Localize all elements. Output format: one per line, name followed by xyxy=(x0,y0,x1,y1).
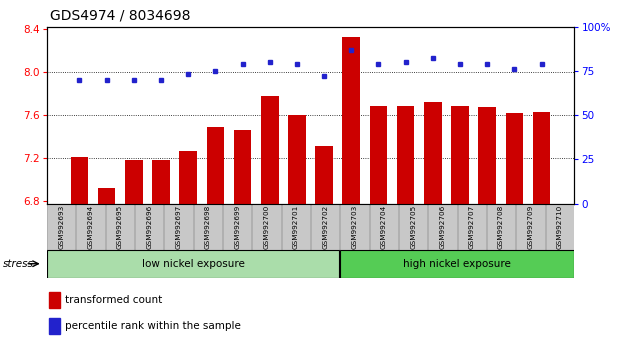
Text: GSM992695: GSM992695 xyxy=(117,205,123,249)
Bar xyxy=(487,204,515,250)
Bar xyxy=(233,130,252,204)
Bar xyxy=(478,108,496,204)
Bar xyxy=(311,204,339,250)
Bar xyxy=(47,204,75,250)
Text: stress: stress xyxy=(3,259,34,269)
Bar xyxy=(533,112,550,204)
Bar xyxy=(458,204,486,250)
Bar xyxy=(261,96,279,204)
Text: GSM992706: GSM992706 xyxy=(440,205,445,249)
Bar xyxy=(451,107,469,204)
Bar xyxy=(135,204,163,250)
Text: GSM992705: GSM992705 xyxy=(410,205,416,249)
Bar xyxy=(315,146,333,204)
Bar xyxy=(165,204,193,250)
Bar xyxy=(340,204,369,250)
Text: low nickel exposure: low nickel exposure xyxy=(142,259,245,269)
Bar xyxy=(505,113,524,204)
Text: GSM992696: GSM992696 xyxy=(146,205,152,249)
Text: GSM992694: GSM992694 xyxy=(88,205,94,249)
Bar xyxy=(50,318,60,334)
Bar xyxy=(194,204,222,250)
Bar xyxy=(47,250,339,278)
Bar xyxy=(399,204,427,250)
Bar xyxy=(282,204,310,250)
Text: transformed count: transformed count xyxy=(65,295,163,305)
Bar xyxy=(369,107,388,204)
Text: GSM992697: GSM992697 xyxy=(176,205,181,249)
Bar xyxy=(50,292,60,308)
Bar xyxy=(152,160,170,204)
Bar xyxy=(397,107,414,204)
Text: GSM992708: GSM992708 xyxy=(498,205,504,249)
Bar xyxy=(517,204,545,250)
Text: GSM992699: GSM992699 xyxy=(234,205,240,249)
Bar xyxy=(179,151,197,204)
Bar xyxy=(424,102,442,204)
Bar xyxy=(546,204,574,250)
Text: GSM992707: GSM992707 xyxy=(469,205,475,249)
Text: GDS4974 / 8034698: GDS4974 / 8034698 xyxy=(50,9,190,23)
Bar xyxy=(106,204,134,250)
Text: GSM992704: GSM992704 xyxy=(381,205,387,249)
Text: GSM992693: GSM992693 xyxy=(58,205,64,249)
Bar xyxy=(223,204,252,250)
Text: GSM992703: GSM992703 xyxy=(351,205,358,249)
Bar xyxy=(207,127,224,204)
Text: high nickel exposure: high nickel exposure xyxy=(403,259,511,269)
Text: GSM992698: GSM992698 xyxy=(205,205,211,249)
Bar xyxy=(340,250,574,278)
Bar xyxy=(252,204,281,250)
Bar xyxy=(428,204,456,250)
Bar xyxy=(125,160,143,204)
Bar xyxy=(97,188,116,204)
Text: percentile rank within the sample: percentile rank within the sample xyxy=(65,321,242,331)
Text: GSM992700: GSM992700 xyxy=(263,205,270,249)
Bar xyxy=(288,115,306,204)
Text: GSM992709: GSM992709 xyxy=(527,205,533,249)
Text: GSM992701: GSM992701 xyxy=(293,205,299,249)
Bar xyxy=(342,37,360,204)
Bar xyxy=(71,157,88,204)
Bar xyxy=(76,204,104,250)
Bar xyxy=(369,204,398,250)
Text: GSM992710: GSM992710 xyxy=(557,205,563,249)
Text: GSM992702: GSM992702 xyxy=(322,205,328,249)
